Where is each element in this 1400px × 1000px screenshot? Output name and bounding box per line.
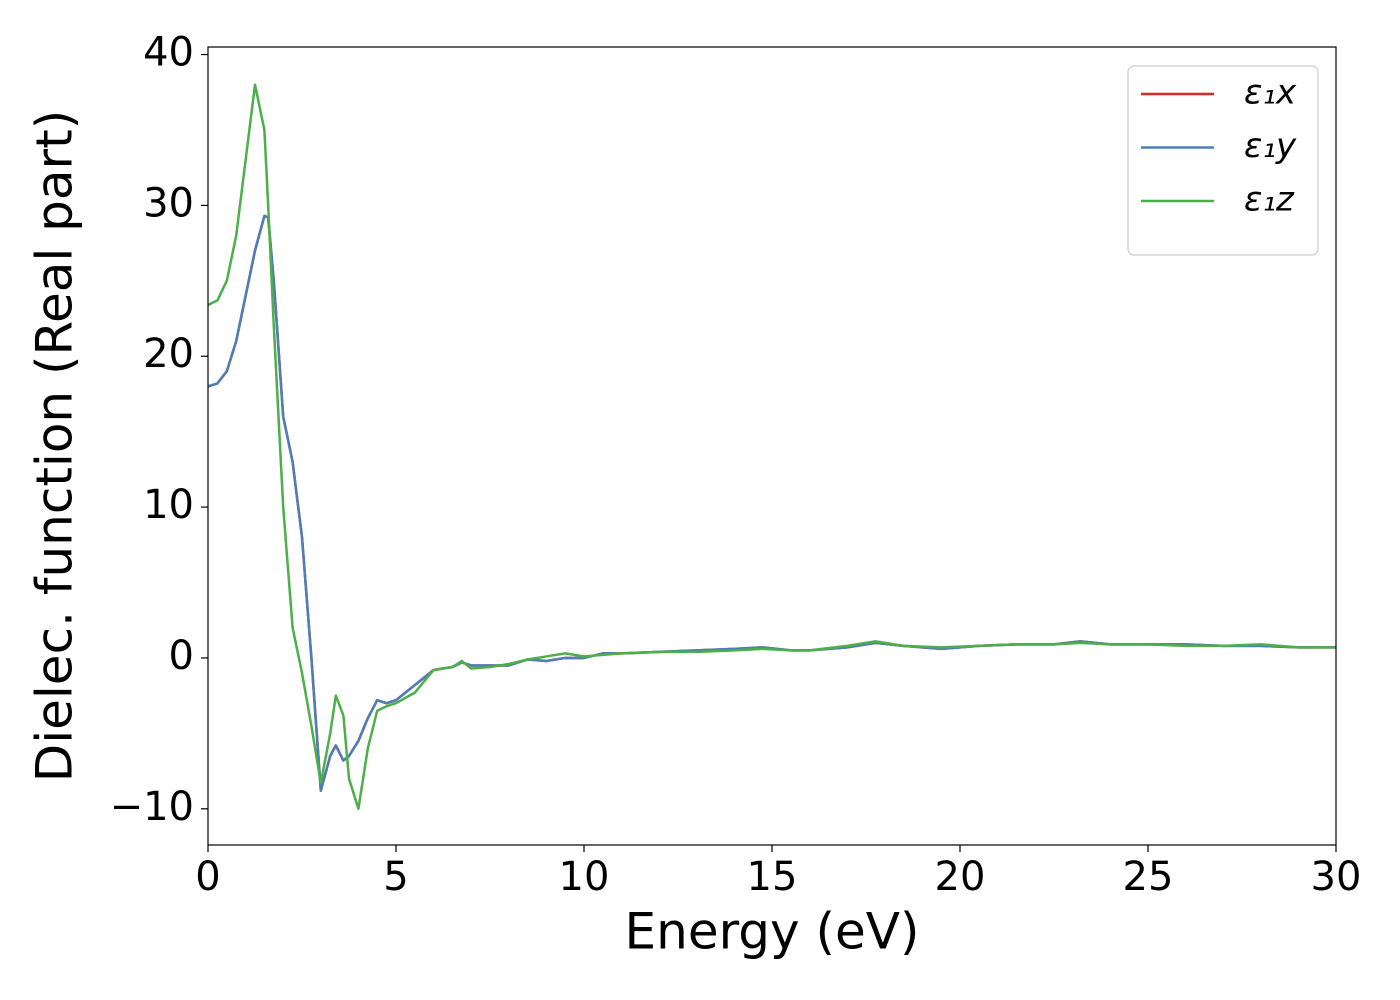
y-tick-label: 0 <box>169 633 194 679</box>
y-tick-label: 40 <box>143 30 194 76</box>
y-tick-label: 20 <box>143 331 194 377</box>
plot-frame <box>207 46 1337 846</box>
legend-label: ε₁x <box>1244 73 1297 113</box>
x-tick-label: 25 <box>1123 854 1174 900</box>
y-tick-label: −10 <box>110 784 194 830</box>
y-tick-label: 10 <box>143 482 194 528</box>
legend-box <box>1127 65 1319 256</box>
legend-label: ε₁y <box>1244 126 1297 166</box>
legend-label: ε₁z <box>1244 180 1295 220</box>
x-tick-label: 30 <box>1311 854 1362 900</box>
x-tick-label: 10 <box>559 854 610 900</box>
y-tick-label: 30 <box>143 180 194 226</box>
x-tick-label: 0 <box>195 854 220 900</box>
series-line <box>208 214 1336 792</box>
x-axis-label: Energy (eV) <box>625 903 920 961</box>
series-line <box>208 83 1336 811</box>
x-tick-label: 5 <box>383 854 408 900</box>
x-tick-label: 20 <box>935 854 986 900</box>
x-tick-label: 15 <box>747 854 798 900</box>
y-axis-label: Dielec. function (Real part) <box>26 110 84 782</box>
series-line <box>208 214 1336 792</box>
